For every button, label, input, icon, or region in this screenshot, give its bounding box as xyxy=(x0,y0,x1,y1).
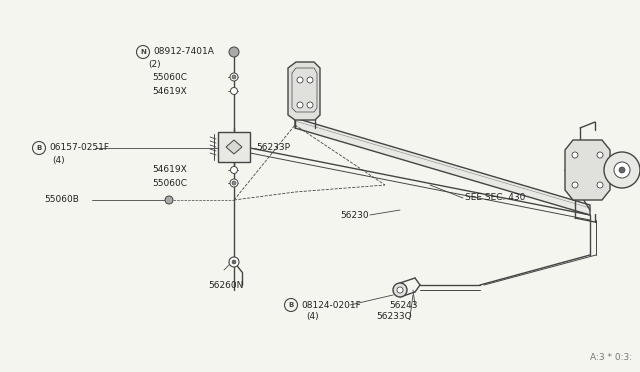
Polygon shape xyxy=(226,140,242,154)
Text: (2): (2) xyxy=(148,60,161,68)
Text: B: B xyxy=(289,302,294,308)
Text: SEE SEC. 430: SEE SEC. 430 xyxy=(465,193,525,202)
Circle shape xyxy=(230,167,237,173)
Text: A:3 * 0:3:: A:3 * 0:3: xyxy=(590,353,632,362)
Text: 54619X: 54619X xyxy=(152,166,187,174)
Circle shape xyxy=(307,77,313,83)
Circle shape xyxy=(165,196,173,204)
Circle shape xyxy=(604,152,640,188)
Circle shape xyxy=(229,257,239,267)
Circle shape xyxy=(232,75,236,79)
Polygon shape xyxy=(218,132,250,162)
Circle shape xyxy=(230,87,237,94)
Circle shape xyxy=(619,167,625,173)
Text: (4): (4) xyxy=(306,312,319,321)
Text: B: B xyxy=(36,145,42,151)
Text: 06157-0251F: 06157-0251F xyxy=(49,144,109,153)
Circle shape xyxy=(232,260,236,264)
Circle shape xyxy=(297,77,303,83)
Circle shape xyxy=(307,102,313,108)
Circle shape xyxy=(230,179,238,187)
Circle shape xyxy=(572,182,578,188)
Circle shape xyxy=(230,73,238,81)
Circle shape xyxy=(297,102,303,108)
Circle shape xyxy=(572,152,578,158)
Text: 55060C: 55060C xyxy=(152,73,187,81)
Circle shape xyxy=(597,152,603,158)
Circle shape xyxy=(614,162,630,178)
Text: 08912-7401A: 08912-7401A xyxy=(153,48,214,57)
Text: 55060B: 55060B xyxy=(44,196,79,205)
Polygon shape xyxy=(565,140,610,200)
Polygon shape xyxy=(288,62,320,120)
Circle shape xyxy=(232,181,236,185)
Text: 56230: 56230 xyxy=(340,211,369,219)
Circle shape xyxy=(229,47,239,57)
Text: 55060C: 55060C xyxy=(152,179,187,187)
Circle shape xyxy=(397,287,403,293)
Circle shape xyxy=(393,283,407,297)
Text: 56233P: 56233P xyxy=(256,144,290,153)
Text: (4): (4) xyxy=(52,155,65,164)
Text: 56260N: 56260N xyxy=(208,280,243,289)
Polygon shape xyxy=(295,118,590,215)
Text: 56243: 56243 xyxy=(389,301,417,310)
Text: 08124-0201F: 08124-0201F xyxy=(301,301,361,310)
Text: 54619X: 54619X xyxy=(152,87,187,96)
Text: N: N xyxy=(140,49,146,55)
Text: 56233Q: 56233Q xyxy=(376,312,412,321)
Circle shape xyxy=(597,182,603,188)
